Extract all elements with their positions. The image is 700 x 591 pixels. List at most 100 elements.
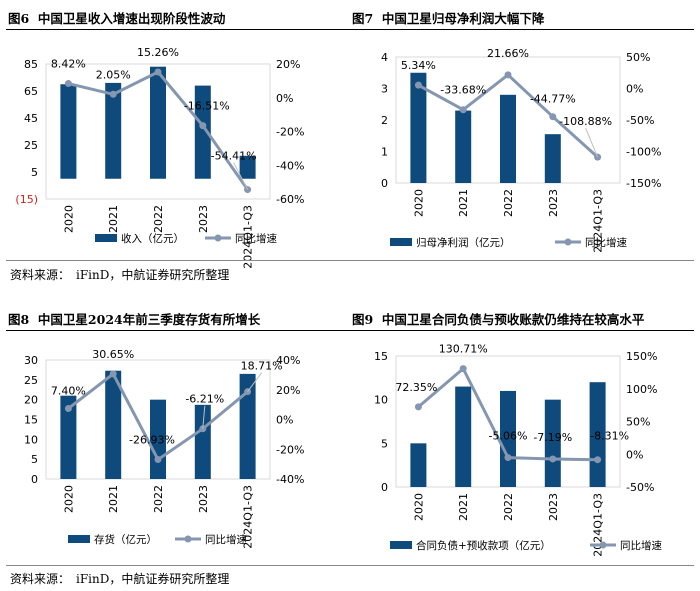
legend-bar-label: 收入（亿元）: [121, 232, 184, 245]
left-axis-tick-label: 3: [381, 83, 388, 96]
left-axis-tick-label: 20: [24, 394, 38, 407]
legend-line-marker: [184, 535, 192, 543]
category-label: 2023: [547, 189, 560, 217]
right-axis-tick-label: -20%: [276, 443, 304, 456]
left-axis-tick-label: 4: [381, 51, 388, 64]
figure-label: 图8: [8, 312, 30, 327]
data-label: -5.06%: [489, 430, 528, 443]
chart-revenue: 85 65 45 25 5 (15) 20% 0% -20% -40% -60% 8.42% 2.05%…: [15, 46, 304, 269]
chart-contract-liabilities: 15 10 5 0 150% 100% 50% 0% -50% 72.35% 130.71% -5.0…: [374, 343, 662, 557]
chart-title-fig7: 图7 中国卫星归母净利润大幅下降: [352, 8, 544, 27]
category-label: 2020: [62, 205, 75, 233]
legend-line-label: 同比增速: [205, 533, 247, 546]
right-axis-tick-label: -50%: [626, 481, 654, 494]
source-value: iFinD，中航证券研究所整理: [76, 572, 230, 586]
category-label: 2022: [502, 493, 515, 521]
growth-point: [459, 106, 467, 114]
data-label: 7.40%: [51, 384, 86, 397]
data-label: -16.51%: [184, 100, 230, 113]
data-label: -33.68%: [440, 84, 486, 97]
right-axis-tick-label: 100%: [626, 383, 657, 396]
data-label: -8.31%: [590, 430, 629, 443]
bar: [410, 443, 427, 487]
bar: [239, 155, 256, 179]
bar: [544, 134, 561, 183]
bar: [60, 84, 77, 179]
data-label: 15.26%: [137, 46, 179, 59]
category-label: 2023: [197, 205, 210, 233]
right-axis-tick-label: -20%: [276, 126, 304, 139]
data-label: 2.05%: [96, 68, 131, 81]
bar: [150, 399, 166, 479]
category-label: 2024Q1-Q3: [242, 485, 255, 549]
title-rule-bottom: [6, 330, 694, 331]
legend-bar-swatch: [390, 541, 412, 549]
growth-point: [594, 456, 602, 464]
title-text: 中国卫星归母净利润大幅下降: [381, 11, 545, 26]
data-label: -54.41%: [211, 150, 257, 163]
data-label: -26.93%: [129, 434, 175, 447]
growth-point: [549, 113, 557, 121]
growth-point: [154, 456, 162, 464]
right-axis-tick-label: 150%: [626, 350, 657, 363]
right-axis-tick-label: -100%: [626, 146, 661, 159]
growth-point: [504, 454, 512, 462]
growth-point: [504, 71, 512, 79]
legend-line-label: 同比增速: [585, 236, 627, 249]
title-rule-top: [6, 29, 694, 30]
growth-point: [414, 403, 422, 411]
category-label: 2021: [107, 485, 120, 513]
left-axis-tick-label: 5: [381, 437, 388, 450]
data-label: 72.35%: [395, 381, 437, 394]
right-axis-tick-label: 0%: [626, 83, 643, 96]
right-axis-tick-label: 0%: [276, 414, 293, 427]
source-rule-top: [6, 260, 694, 261]
category-label: 2020: [62, 485, 75, 513]
legend-line-marker: [214, 234, 222, 242]
plot-frame: [45, 63, 271, 200]
bar: [500, 390, 516, 487]
legend-bar-swatch: [390, 238, 412, 246]
legend-line-marker: [564, 238, 572, 246]
category-label: 2021: [107, 205, 120, 233]
legend-bar-label: 归母净利润（亿元）: [416, 236, 511, 249]
growth-point: [199, 122, 207, 130]
growth-point: [64, 80, 72, 88]
growth-point: [244, 388, 252, 396]
right-axis-tick-label: -40%: [276, 473, 304, 486]
right-axis-tick-label: 20%: [276, 384, 300, 397]
bar: [410, 72, 427, 183]
data-label: -44.77%: [530, 93, 576, 106]
figure-label: 图7: [352, 11, 374, 26]
data-label: 8.42%: [51, 58, 86, 71]
right-axis-tick-label: -50%: [626, 114, 654, 127]
source-note-bottom: 资料来源： iFinD，中航证券研究所整理: [10, 570, 235, 587]
category-label: 2020: [412, 493, 425, 521]
left-axis-tick-label: 2: [381, 114, 388, 127]
left-axis-tick-label: 10: [24, 433, 38, 446]
left-axis-tick-label: 0: [381, 481, 388, 494]
category-label: 2022: [152, 205, 165, 233]
growth-point: [109, 90, 117, 98]
growth-point: [459, 365, 467, 373]
bar: [455, 110, 472, 183]
bar: [60, 395, 77, 479]
left-axis-tick-label: 30: [24, 354, 38, 367]
data-label: -7.19%: [533, 431, 572, 444]
bar: [544, 399, 561, 487]
legend-line-label: 同比增速: [620, 539, 662, 552]
legend-line-marker: [599, 541, 607, 549]
data-label-leader: [233, 162, 249, 190]
growth-point: [109, 370, 117, 378]
source-label: 资料来源：: [10, 572, 71, 586]
category-label: 2021: [457, 493, 470, 521]
category-label: 2023: [547, 493, 560, 521]
data-label: 18.71%: [241, 360, 283, 373]
source-note-top: 资料来源： iFinD，中航证券研究所整理: [10, 266, 235, 283]
left-axis-tick-label: 5: [31, 166, 38, 179]
legend-bar-swatch: [68, 535, 90, 543]
growth-point: [414, 81, 422, 89]
legend-line-label: 同比增速: [235, 232, 277, 245]
chart-title-fig9: 图9 中国卫星合同负债与预收账款仍维持在较高水平: [352, 309, 644, 328]
growth-point: [154, 68, 162, 76]
